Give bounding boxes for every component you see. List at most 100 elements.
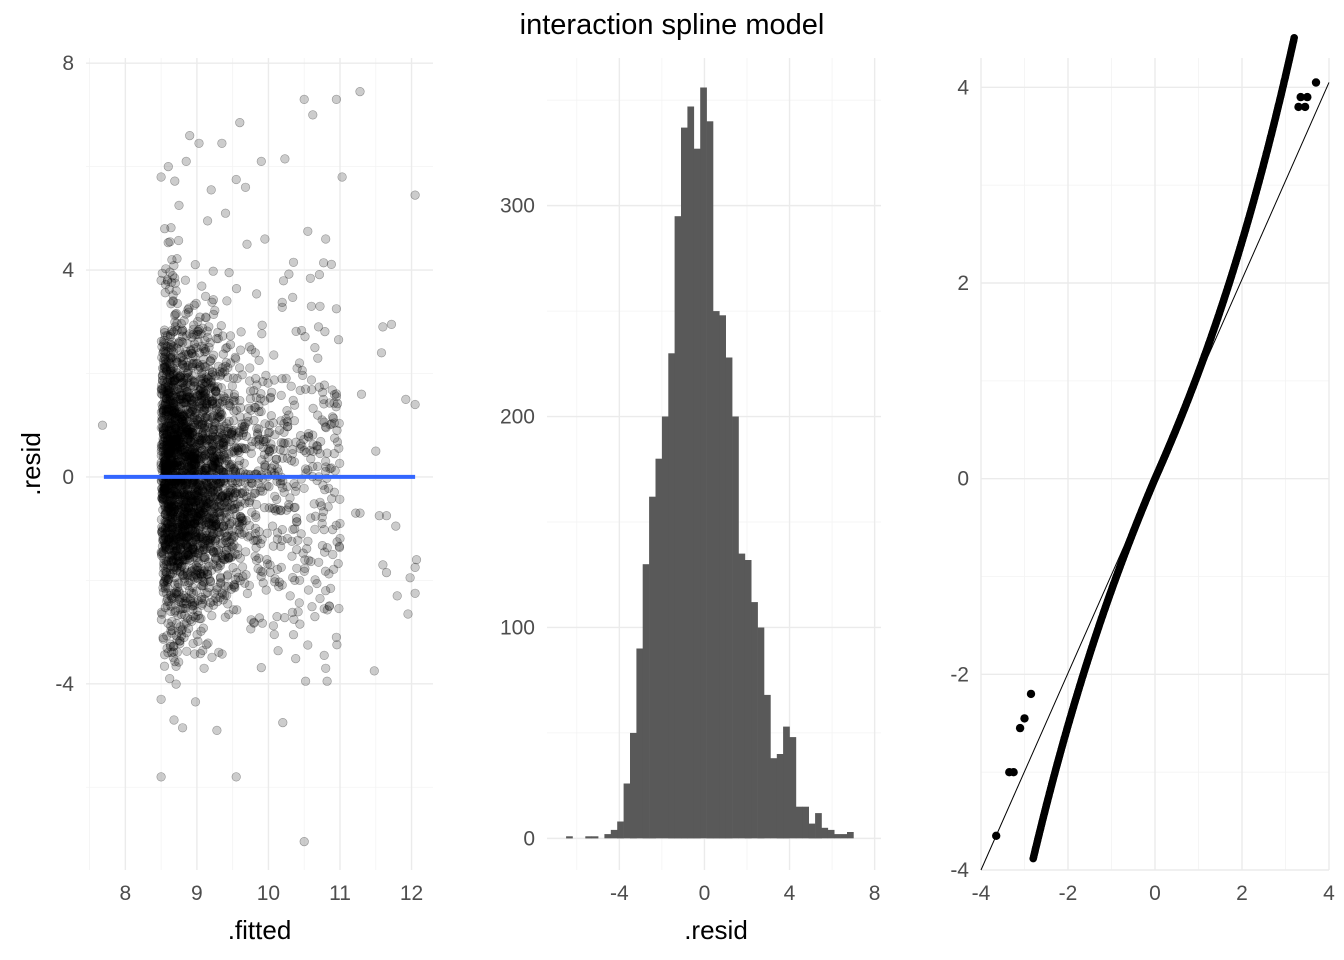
residual-point bbox=[232, 499, 243, 509]
residual-point bbox=[185, 424, 195, 434]
residual-point bbox=[187, 460, 197, 470]
residual-point bbox=[174, 416, 184, 426]
residual-point bbox=[162, 485, 172, 495]
qq-points bbox=[992, 34, 1321, 863]
residual-point bbox=[199, 362, 209, 372]
residual-point bbox=[221, 489, 231, 499]
residual-point bbox=[207, 370, 217, 380]
residual-point bbox=[188, 413, 198, 423]
residual-point bbox=[179, 509, 189, 519]
residual-point bbox=[170, 278, 180, 288]
residual-point bbox=[186, 509, 196, 519]
residual-point bbox=[162, 331, 173, 341]
residual-point bbox=[163, 385, 173, 395]
residual-point bbox=[221, 545, 231, 555]
residual-point bbox=[172, 460, 182, 471]
residual-point bbox=[256, 482, 266, 493]
residual-point bbox=[169, 535, 179, 545]
residual-point bbox=[331, 632, 342, 642]
residual-point bbox=[204, 342, 214, 353]
histogram-bar bbox=[591, 836, 599, 839]
residual-point bbox=[227, 478, 237, 488]
residual-point bbox=[163, 376, 173, 386]
residual-point bbox=[166, 453, 176, 463]
residual-point bbox=[171, 286, 181, 296]
residual-point bbox=[255, 394, 266, 404]
residual-point bbox=[156, 514, 166, 525]
residual-point bbox=[207, 565, 217, 575]
residual-point bbox=[324, 601, 334, 611]
residual-point bbox=[285, 591, 295, 601]
residual-point bbox=[198, 534, 209, 544]
residual-point bbox=[167, 368, 177, 379]
residual-point bbox=[178, 411, 188, 421]
residual-point bbox=[172, 556, 182, 566]
residual-point bbox=[196, 329, 206, 339]
residual-point bbox=[165, 434, 175, 445]
residual-point bbox=[335, 494, 345, 504]
residual-point bbox=[280, 612, 290, 623]
residual-point bbox=[240, 182, 251, 192]
residual-point bbox=[189, 518, 199, 528]
residual-point bbox=[219, 508, 229, 518]
residual-point bbox=[207, 354, 217, 364]
residual-point bbox=[231, 510, 241, 520]
residual-point bbox=[278, 717, 288, 728]
residual-point bbox=[163, 238, 173, 248]
residual-point bbox=[209, 350, 219, 360]
residual-point bbox=[257, 320, 267, 330]
residual-point bbox=[190, 597, 200, 607]
histogram-bar bbox=[649, 496, 656, 839]
residual-point bbox=[306, 301, 317, 311]
residual-point bbox=[191, 359, 201, 369]
residual-point bbox=[237, 422, 247, 432]
residual-point bbox=[207, 532, 217, 542]
residual-point bbox=[172, 480, 182, 490]
residual-point bbox=[307, 602, 317, 612]
residuals-x-tick-label: 9 bbox=[191, 882, 203, 905]
residual-point bbox=[262, 528, 272, 538]
residual-point bbox=[166, 223, 176, 233]
residual-point bbox=[294, 598, 304, 608]
histogram-bar bbox=[604, 834, 612, 839]
residual-point bbox=[168, 448, 179, 458]
residual-point bbox=[167, 550, 177, 560]
residual-point bbox=[170, 607, 180, 617]
residual-point bbox=[185, 329, 195, 339]
residual-point bbox=[233, 431, 244, 441]
residual-point bbox=[184, 389, 194, 399]
histogram-bar bbox=[821, 827, 829, 839]
residuals-x-tick-label: 8 bbox=[120, 882, 132, 905]
residual-point bbox=[281, 414, 291, 424]
residual-point bbox=[166, 463, 176, 473]
residual-point bbox=[201, 312, 211, 322]
residual-point bbox=[290, 400, 300, 410]
residual-point bbox=[193, 432, 203, 442]
residual-point bbox=[199, 488, 210, 498]
residual-point bbox=[236, 513, 246, 524]
residual-point bbox=[183, 508, 193, 518]
residual-point bbox=[244, 342, 254, 352]
residual-point bbox=[234, 525, 244, 535]
residual-point bbox=[180, 540, 190, 550]
residual-point bbox=[192, 358, 202, 369]
residuals-y-tick-label: 8 bbox=[62, 52, 74, 75]
residual-point bbox=[251, 437, 261, 447]
residual-point bbox=[187, 362, 197, 372]
residual-point bbox=[160, 602, 170, 613]
residual-point bbox=[188, 502, 198, 513]
residual-point bbox=[242, 239, 252, 249]
residual-point bbox=[209, 425, 219, 435]
residual-point bbox=[237, 513, 247, 523]
residual-point bbox=[216, 501, 226, 511]
residual-point bbox=[205, 491, 215, 501]
residual-point bbox=[249, 488, 259, 499]
residual-point bbox=[182, 441, 192, 451]
residual-point bbox=[159, 465, 169, 475]
residual-point bbox=[289, 457, 300, 467]
qq-x-tick-label: 0 bbox=[1149, 882, 1161, 905]
residual-point bbox=[165, 375, 175, 385]
residual-point bbox=[196, 569, 206, 580]
residual-point bbox=[186, 520, 196, 531]
residual-point bbox=[170, 309, 180, 319]
